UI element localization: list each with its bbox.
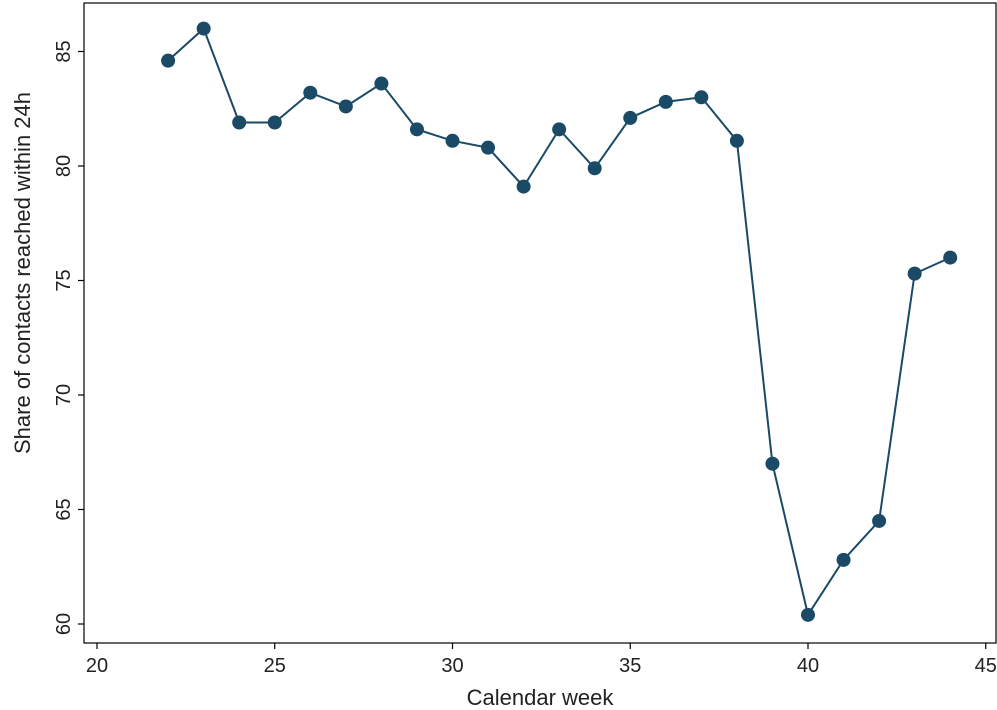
data-point: [907, 266, 922, 281]
y-axis: 60 65 70 75 80 85: [53, 40, 84, 635]
y-tick-label: 65: [53, 498, 75, 520]
data-point: [658, 94, 673, 109]
data-point: [196, 21, 211, 36]
data-point: [694, 90, 709, 105]
data-point: [872, 513, 887, 528]
data-point: [303, 85, 318, 100]
plot-frame: [83, 2, 997, 644]
data-point: [623, 110, 638, 125]
x-axis-title: Calendar week: [467, 685, 615, 710]
x-tick-label: 35: [619, 655, 641, 677]
data-point: [587, 161, 602, 176]
data-point: [801, 607, 815, 622]
y-tick-label: 60: [53, 613, 75, 635]
data-point: [338, 99, 353, 114]
data-point: [409, 122, 424, 137]
y-tick-label: 75: [53, 269, 75, 291]
x-tick-label: 30: [441, 655, 463, 677]
x-tick-label: 45: [975, 655, 997, 677]
data-point: [552, 122, 567, 137]
data-point: [267, 115, 282, 130]
data-point: [161, 53, 176, 68]
x-tick-label: 25: [264, 655, 286, 677]
x-tick-label: 20: [86, 655, 108, 677]
series-layer: [161, 21, 958, 622]
data-point: [374, 76, 389, 91]
x-axis: 20 25 30 35 40 45: [86, 643, 997, 677]
y-tick-label: 70: [53, 384, 75, 406]
data-point: [729, 133, 744, 148]
y-tick-label: 85: [53, 40, 75, 62]
data-point: [943, 250, 958, 265]
y-tick-label: 80: [53, 155, 75, 177]
data-point: [836, 552, 851, 567]
x-tick-label: 40: [797, 655, 819, 677]
data-point: [232, 115, 247, 130]
data-point: [516, 179, 531, 194]
data-point: [481, 140, 496, 155]
y-axis-title: Share of contacts reached within 24h: [10, 92, 35, 454]
data-point: [765, 456, 780, 471]
data-point: [445, 133, 460, 148]
